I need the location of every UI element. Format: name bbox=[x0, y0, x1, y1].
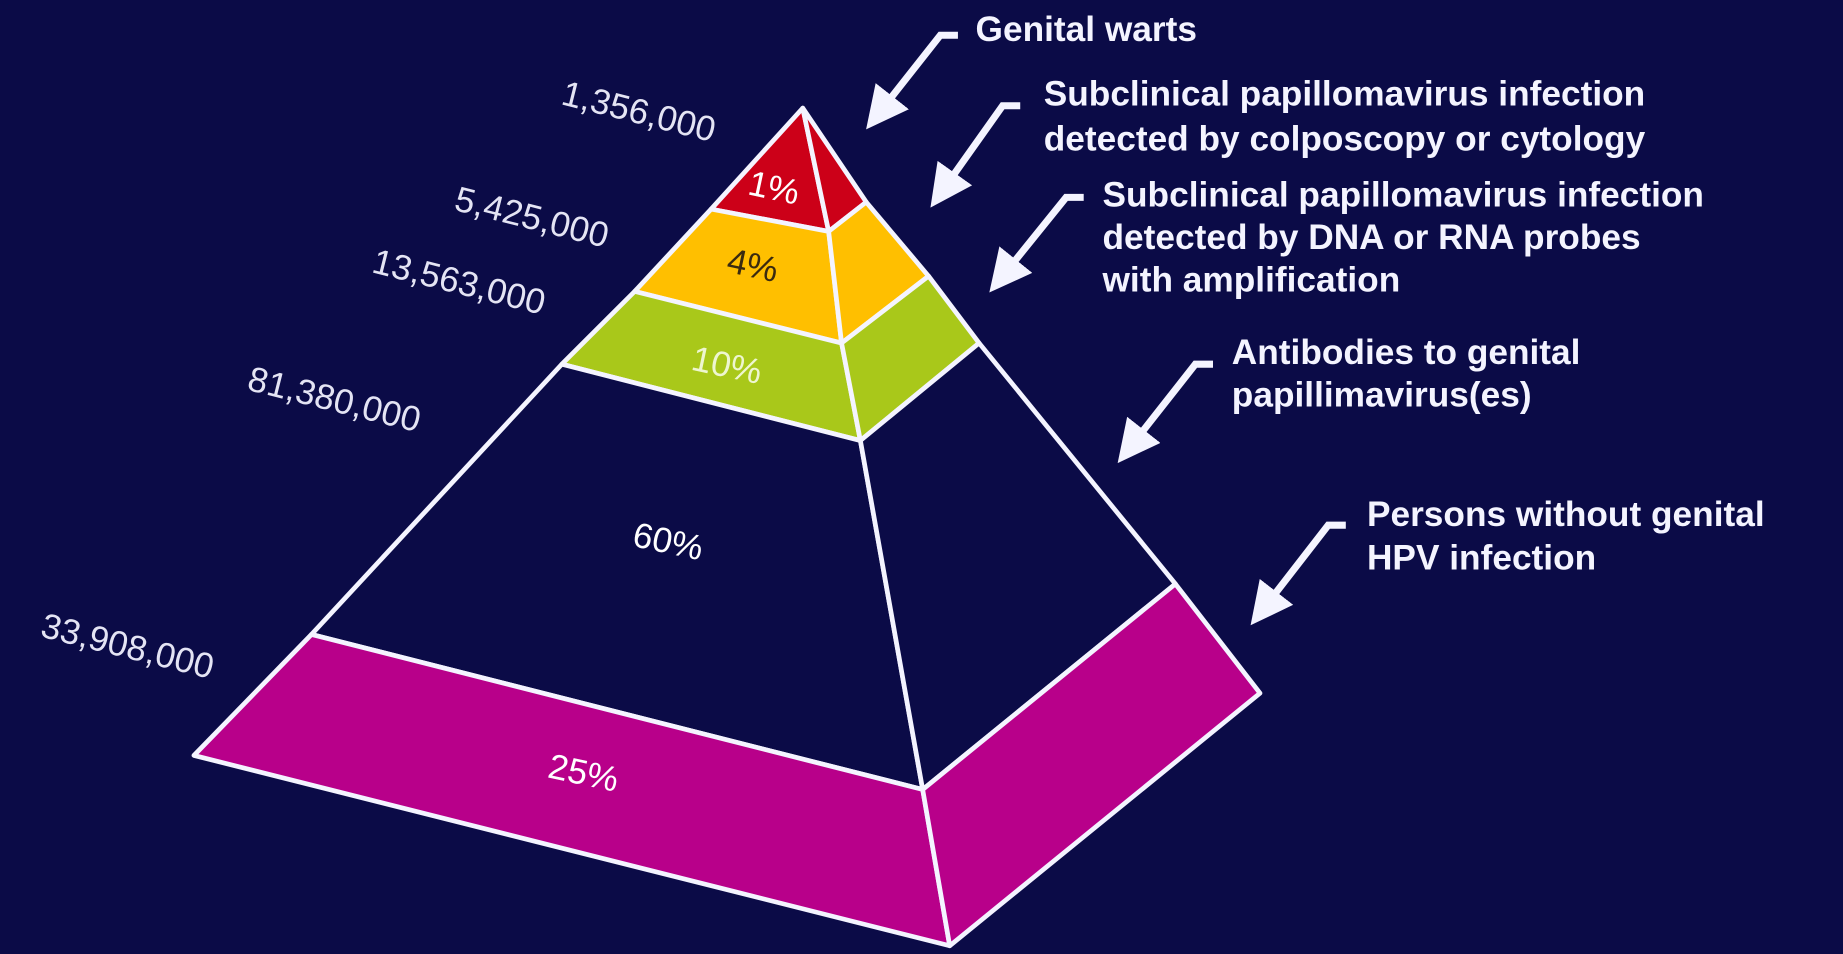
arrow bbox=[1250, 521, 1346, 626]
layer-description: detected by colposcopy or cytology bbox=[1044, 119, 1646, 158]
arrows bbox=[866, 31, 1346, 626]
arrow bbox=[1117, 360, 1213, 464]
arrow bbox=[930, 102, 1021, 208]
layer-description: Antibodies to genital bbox=[1232, 333, 1581, 372]
pyramid bbox=[191, 105, 1263, 949]
layer-description: Subclinical papillomavirus infection bbox=[1044, 75, 1645, 114]
layer-description: Subclinical papillomavirus infection bbox=[1103, 176, 1704, 215]
arrow bbox=[866, 31, 958, 130]
layer-description: with amplification bbox=[1102, 260, 1401, 299]
arrow bbox=[989, 193, 1084, 293]
layer-description: detected by DNA or RNA probes bbox=[1103, 218, 1641, 257]
layer-description: Persons without genital bbox=[1367, 495, 1765, 534]
layer-description: HPV infection bbox=[1367, 539, 1596, 578]
layer-description: Genital warts bbox=[976, 10, 1197, 49]
layer-description: papillimavirus(es) bbox=[1232, 375, 1532, 414]
layer-side bbox=[920, 581, 1263, 949]
